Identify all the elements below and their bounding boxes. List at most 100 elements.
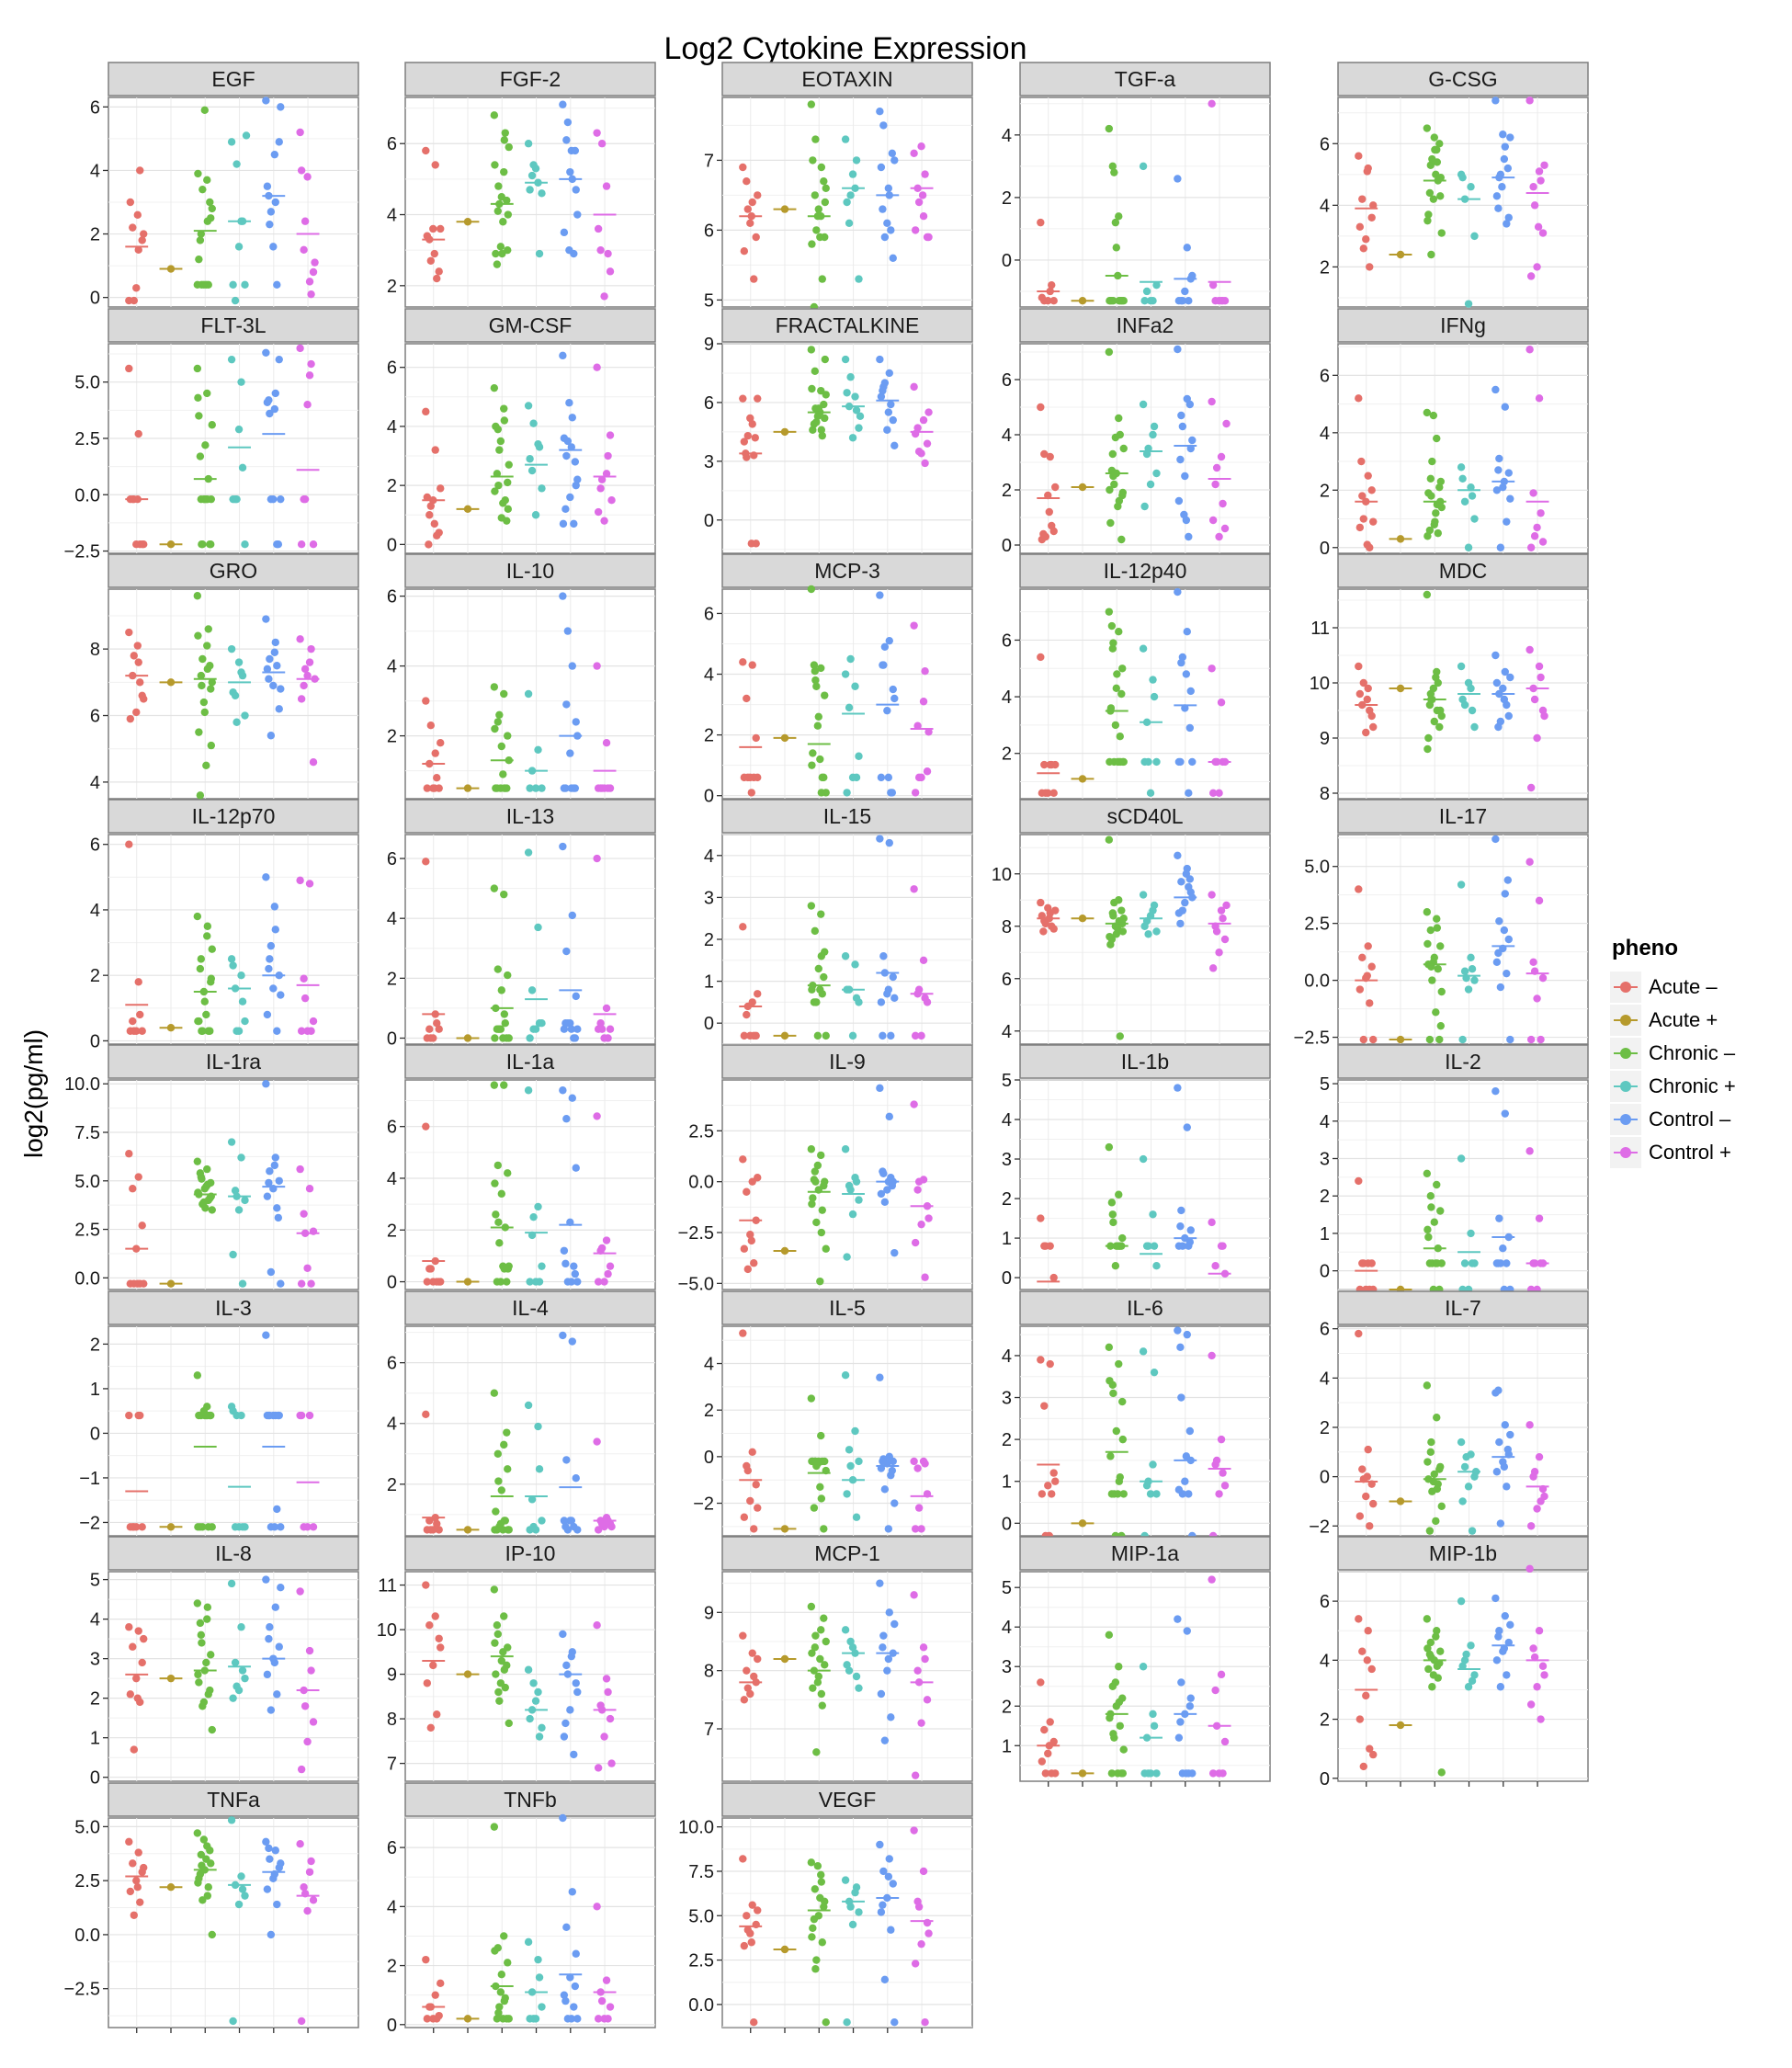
data-point: [1468, 965, 1477, 973]
data-point: [531, 511, 540, 519]
y-tick-label: 9: [1320, 729, 1330, 749]
data-point: [817, 1870, 825, 1880]
data-point: [1211, 480, 1219, 489]
facet-strip: [404, 308, 656, 343]
data-point: [808, 1649, 816, 1657]
data-point: [1113, 670, 1121, 678]
data-point: [1426, 474, 1435, 483]
data-point: [1504, 469, 1513, 477]
data-point: [535, 1465, 544, 1473]
data-point: [1525, 1564, 1534, 1573]
data-point: [1150, 901, 1159, 910]
data-point: [1436, 942, 1445, 950]
data-point: [1359, 1762, 1368, 1771]
y-axis-label: log2(pg/ml): [19, 1029, 48, 1158]
data-point: [1436, 192, 1445, 200]
data-point: [1107, 1490, 1117, 1498]
plot-area: [1019, 97, 1271, 308]
data-point: [1533, 733, 1541, 743]
data-point: [843, 389, 851, 397]
data-point: [919, 1643, 928, 1652]
data-point: [138, 236, 146, 244]
data-point: [1183, 628, 1191, 636]
data-point: [748, 1901, 756, 1909]
data-point: [910, 885, 918, 893]
data-point: [1526, 783, 1536, 792]
facet-label: EOTAXIN: [801, 67, 892, 91]
data-point: [1501, 403, 1509, 411]
data-point: [913, 722, 922, 730]
data-point: [746, 414, 754, 423]
data-point: [241, 1196, 249, 1205]
data-point: [1495, 1437, 1503, 1447]
data-point: [1437, 1768, 1446, 1777]
data-point: [140, 1863, 148, 1872]
data-point: [890, 1499, 899, 1507]
data-point: [1500, 154, 1509, 164]
facet-label: INFa2: [1117, 313, 1174, 337]
facet-label: MCP-3: [814, 559, 880, 583]
data-point: [879, 1867, 888, 1876]
data-point: [1110, 898, 1118, 907]
data-point: [813, 722, 822, 730]
y-tick-label: 0.0: [74, 485, 100, 506]
data-point: [206, 540, 214, 549]
data-point: [431, 161, 439, 169]
data-point: [297, 695, 306, 703]
data-point: [841, 1371, 850, 1380]
data-point: [1144, 930, 1152, 938]
y-tick-label: 2: [704, 930, 714, 950]
data-point: [914, 198, 924, 207]
data-point: [269, 984, 278, 993]
data-point: [1174, 175, 1182, 183]
y-tick-label: 6: [1002, 970, 1012, 990]
data-point: [1436, 1021, 1446, 1030]
data-point: [571, 1034, 580, 1042]
data-point: [500, 404, 508, 413]
facet-label: IL-4: [512, 1296, 549, 1320]
data-point: [559, 1630, 567, 1639]
data-point: [1112, 684, 1120, 693]
data-point: [1106, 518, 1115, 528]
facet-strip: [404, 1044, 656, 1079]
data-point: [1046, 1718, 1054, 1726]
y-tick-label: 4: [1002, 1618, 1012, 1638]
data-point: [917, 1525, 925, 1533]
data-point: [208, 1930, 216, 1939]
data-point: [1111, 1678, 1120, 1687]
data-point: [1424, 733, 1433, 743]
data-point: [1429, 1671, 1438, 1679]
data-point: [431, 749, 439, 757]
y-tick-label: 3: [1002, 1389, 1012, 1409]
panel-grid: EGF0246FGF-2246EOTAXIN567TGF-a024G-CSG24…: [64, 62, 1589, 2036]
data-point: [1119, 1745, 1128, 1754]
data-point: [811, 367, 820, 376]
data-point: [1363, 167, 1371, 176]
data-point: [1115, 1190, 1123, 1199]
data-point: [238, 671, 247, 680]
data-point: [1495, 1214, 1503, 1222]
data-point: [1538, 973, 1548, 983]
data-point: [754, 1504, 762, 1512]
data-point: [817, 789, 826, 797]
data-point: [1109, 1218, 1117, 1227]
data-point: [921, 1654, 929, 1664]
data-point: [206, 1846, 214, 1855]
data-point: [597, 1996, 607, 2006]
data-point: [1432, 1632, 1440, 1641]
facet-label: MIP-1b: [1429, 1541, 1497, 1565]
data-point: [1535, 896, 1544, 905]
data-point: [560, 1733, 569, 1741]
data-point: [877, 998, 886, 1006]
data-point: [437, 1643, 445, 1652]
legend-entry: Chronic –: [1610, 1037, 1785, 1070]
data-point: [1212, 927, 1221, 936]
data-point: [852, 1513, 861, 1521]
data-point: [296, 344, 304, 353]
data-point: [1436, 1647, 1445, 1655]
data-point: [914, 1504, 924, 1512]
data-point: [1188, 271, 1197, 280]
data-point: [877, 392, 886, 401]
